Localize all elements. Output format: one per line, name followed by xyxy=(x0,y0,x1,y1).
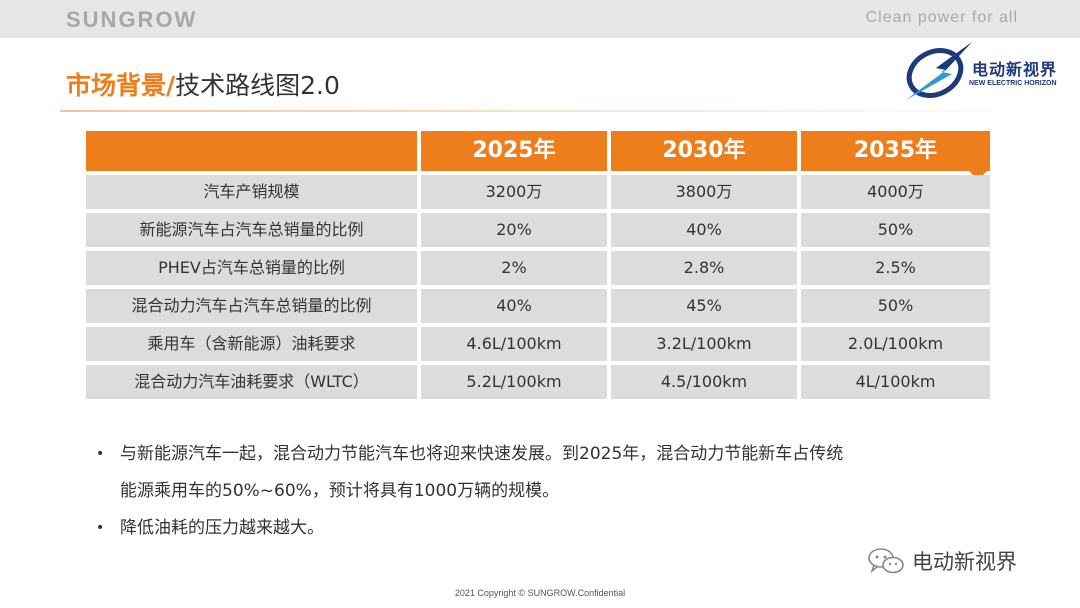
header-divider xyxy=(607,131,611,171)
cell-2025: 5.2L/100km xyxy=(421,365,607,399)
row-label: 乘用车（含新能源）油耗要求 xyxy=(86,327,417,361)
header-2025: 2025年 xyxy=(472,138,556,163)
bullet-marker: • xyxy=(96,520,105,536)
bullet-item: • 降低油耗的压力越来越大。 xyxy=(96,510,996,547)
bullet-text-line: 降低油耗的压力越来越大。 xyxy=(120,518,324,538)
brand-logo-text: SUNGROW xyxy=(66,7,198,32)
header-divider xyxy=(797,131,801,171)
cell-2030: 2.8% xyxy=(611,251,797,285)
table-row: PHEV占汽车总销量的比例 2% 2.8% 2.5% xyxy=(86,251,990,285)
bullet-list: • 与新能源汽车一起，混合动力节能汽车也将迎来快速发展。到2025年，混合动力节… xyxy=(96,436,996,547)
top-bar: SUNGROW Clean power for all xyxy=(0,0,1080,38)
row-label: 混合动力汽车占汽车总销量的比例 xyxy=(86,289,417,323)
title-rest: 技术路线图2.0 xyxy=(175,71,340,100)
row-label: 汽车产销规模 xyxy=(86,175,417,209)
row-label: PHEV占汽车总销量的比例 xyxy=(86,251,417,285)
row-label: 混合动力汽车油耗要求（WLTC） xyxy=(86,365,417,399)
title-accent: 市场背景/ xyxy=(66,71,176,100)
cell-2025: 20% xyxy=(421,213,607,247)
logo-name-cn: 电动新视界 xyxy=(972,60,1058,79)
cell-2035: 2.5% xyxy=(801,251,990,285)
cell-2030: 45% xyxy=(611,289,797,323)
logo-emblem-icon xyxy=(906,42,972,100)
roadmap-table: 2025年 2030年 2035年 汽车产销规模 3200万 3800万 400… xyxy=(86,131,990,399)
table-row: 混合动力汽车占汽车总销量的比例 40% 45% 50% xyxy=(86,289,990,323)
cell-2035: 2.0L/100km xyxy=(801,327,990,361)
table-header: 2025年 2030年 2035年 xyxy=(86,131,990,180)
bullet-item: • 与新能源汽车一起，混合动力节能汽车也将迎来快速发展。到2025年，混合动力节… xyxy=(96,436,996,510)
table-row: 新能源汽车占汽车总销量的比例 20% 40% 50% xyxy=(86,213,990,247)
cell-2025: 2% xyxy=(421,251,607,285)
tagline: Clean power for all xyxy=(865,9,1018,26)
cell-2035: 50% xyxy=(801,289,990,323)
title-underline xyxy=(60,110,1070,112)
cell-2030: 3.2L/100km xyxy=(611,327,797,361)
header-divider xyxy=(417,131,421,171)
bullet-text-line: 能源乘用车的50%~60%，预计将具有1000万辆的规模。 xyxy=(120,481,560,501)
table-row: 乘用车（含新能源）油耗要求 4.6L/100km 3.2L/100km 2.0L… xyxy=(86,327,990,361)
cell-2035: 4000万 xyxy=(801,175,990,209)
row-label: 新能源汽车占汽车总销量的比例 xyxy=(86,213,417,247)
bullet-marker: • xyxy=(96,446,105,462)
watermark-text: 电动新视界 xyxy=(912,550,1017,574)
cell-2035: 4L/100km xyxy=(801,365,990,399)
table-row: 混合动力汽车油耗要求（WLTC） 5.2L/100km 4.5/100km 4L… xyxy=(86,365,990,399)
footer-copyright: 2021 Copyright © SUNGROW.Confidential xyxy=(454,588,626,598)
header-2030: 2030年 xyxy=(662,138,746,163)
logo-name-en: NEW ELECTRIC HORIZON xyxy=(969,80,1057,87)
cell-2030: 40% xyxy=(611,213,797,247)
cell-2025: 3200万 xyxy=(421,175,607,209)
cell-2030: 3800万 xyxy=(611,175,797,209)
table-row: 汽车产销规模 3200万 3800万 4000万 xyxy=(86,175,990,209)
cell-2025: 4.6L/100km xyxy=(421,327,607,361)
bullet-text-line: 与新能源汽车一起，混合动力节能汽车也将迎来快速发展。到2025年，混合动力节能新… xyxy=(120,444,844,464)
cell-2030: 4.5/100km xyxy=(611,365,797,399)
cell-2025: 40% xyxy=(421,289,607,323)
slide-title: 市场背景/技术路线图2.0 xyxy=(66,66,340,102)
wechat-icon xyxy=(868,548,904,574)
header-2035: 2035年 xyxy=(853,138,938,163)
cell-2035: 50% xyxy=(801,213,990,247)
